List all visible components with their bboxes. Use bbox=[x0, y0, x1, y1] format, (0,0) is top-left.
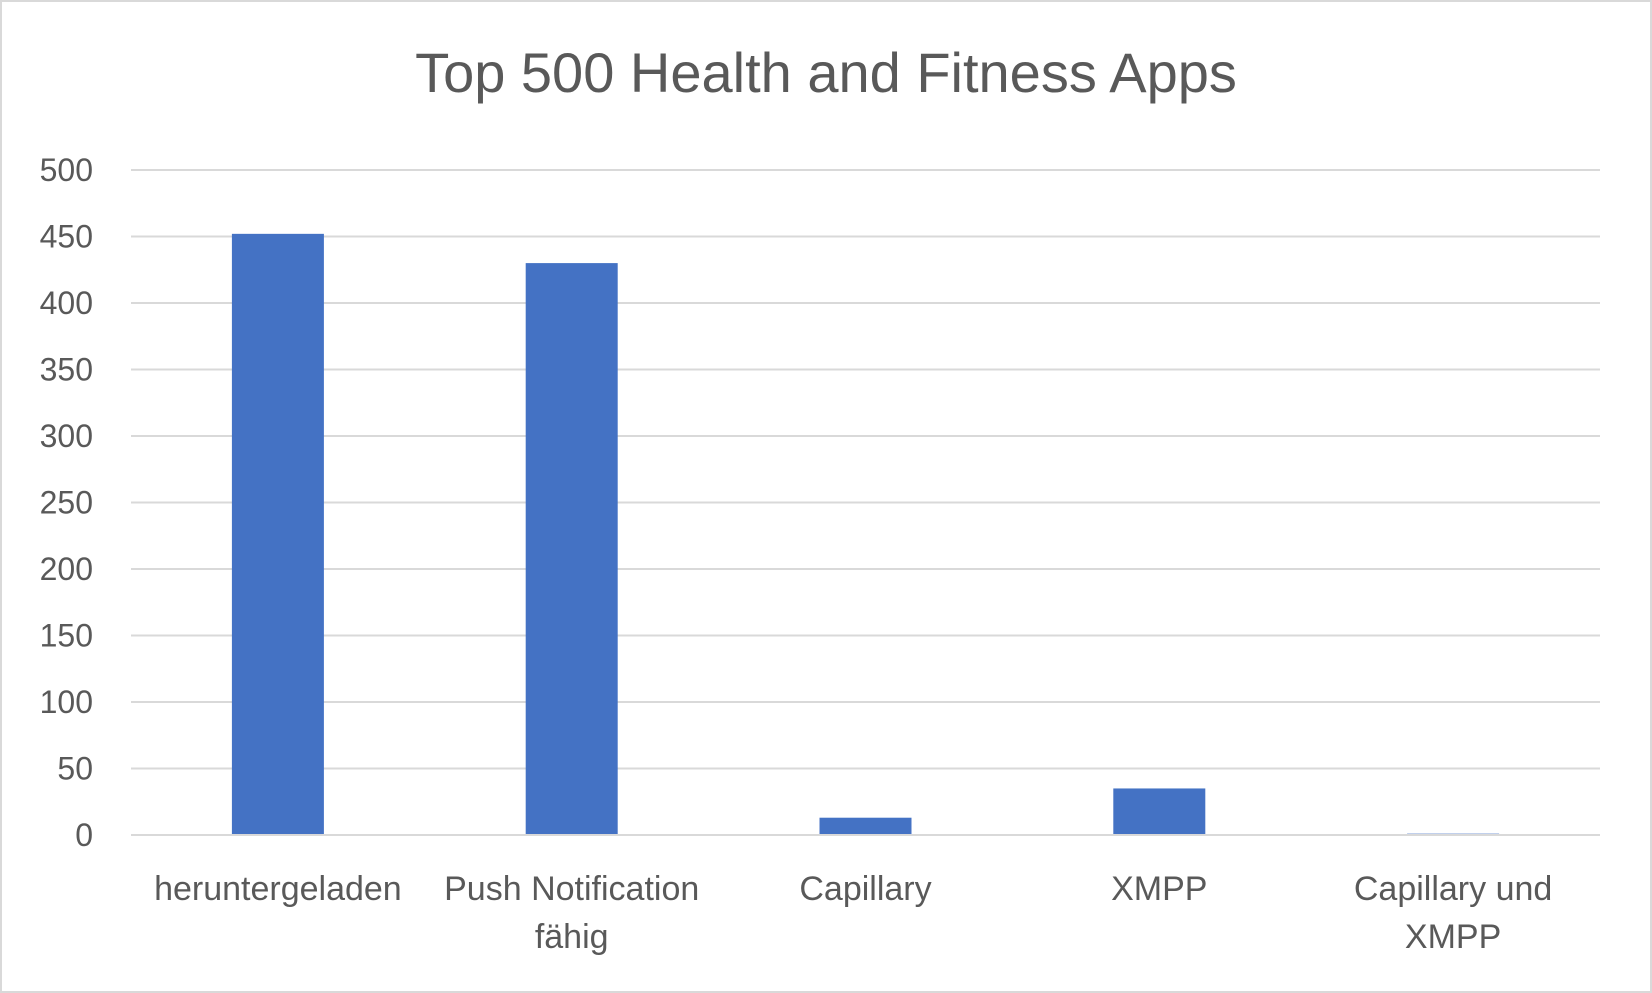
x-category-label: Capillary bbox=[799, 870, 931, 908]
x-category-label-line: XMPP bbox=[1111, 870, 1207, 908]
x-category-label: Capillary und XMPP bbox=[1354, 870, 1552, 956]
y-tick-label: 500 bbox=[40, 152, 93, 188]
y-tick-label: 400 bbox=[40, 285, 93, 321]
bar bbox=[1113, 788, 1206, 835]
x-category-label-line: Capillary bbox=[799, 870, 931, 908]
x-axis-category-labels: heruntergeladen Push Notification fähig Cap… bbox=[154, 870, 1552, 956]
bar bbox=[525, 263, 618, 836]
y-axis-ticks: 0 50 100 150 200 250 300 350 400 450 500 bbox=[40, 152, 93, 853]
y-tick-label: 100 bbox=[40, 684, 93, 720]
x-category-label-line: Capillary und bbox=[1354, 870, 1552, 908]
y-tick-label: 50 bbox=[57, 751, 93, 787]
x-category-label-line: XMPP bbox=[1405, 918, 1501, 956]
y-tick-label: 150 bbox=[40, 618, 93, 654]
x-category-label: Push Notification fähig bbox=[444, 870, 699, 956]
bar bbox=[231, 233, 324, 836]
y-tick-label: 200 bbox=[40, 551, 93, 587]
gridlines bbox=[131, 169, 1600, 770]
chart-title: Top 500 Health and Fitness Apps bbox=[415, 41, 1237, 104]
x-category-label: XMPP bbox=[1111, 870, 1207, 908]
y-tick-label: 250 bbox=[40, 485, 93, 521]
y-tick-label: 450 bbox=[40, 219, 93, 255]
bars bbox=[231, 233, 1500, 836]
x-category-label-line: fähig bbox=[535, 918, 609, 956]
x-category-label-line: heruntergeladen bbox=[154, 870, 402, 908]
x-category-label-line: Push Notification bbox=[444, 870, 699, 908]
y-tick-label: 350 bbox=[40, 352, 93, 388]
y-tick-label: 300 bbox=[40, 418, 93, 454]
x-category-label: heruntergeladen bbox=[154, 870, 402, 908]
y-tick-label: 0 bbox=[75, 817, 93, 853]
bar bbox=[819, 817, 912, 835]
